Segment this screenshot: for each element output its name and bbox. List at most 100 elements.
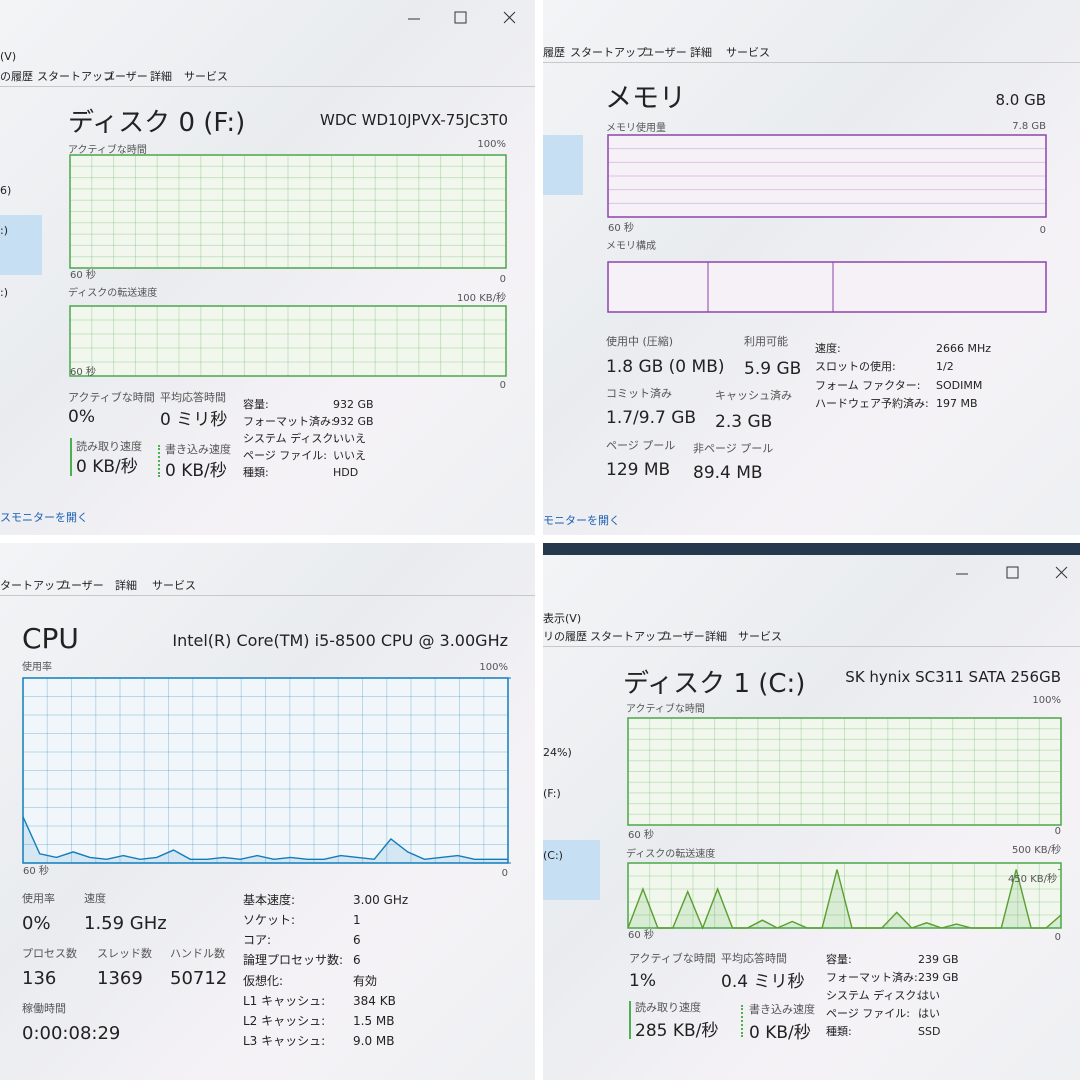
sidebar-item[interactable]: 6) [0,183,12,197]
disk1-panel: 表示(V) リの履歴 スタートアップ ユーザー 詳細 サービス 24%) (F:) (C:) ディ… [543,543,1080,1080]
write-indicator [741,1005,745,1037]
property-value: SODIMM [936,378,983,392]
stat-label: 使用中 (圧縮) [606,334,674,348]
label: 60 秒 [70,366,96,378]
property-label: 基本速度: [243,892,296,907]
stat-value: 1% [629,970,656,991]
window-controls [408,11,516,24]
stat-label: 非ページ プール [693,441,774,455]
property-label: ソケット: [243,913,296,927]
tab[interactable]: リの履歴 [543,629,587,643]
tab[interactable]: サービス [152,578,196,592]
stat-value: 1369 [97,967,143,989]
label: 60 秒 [70,269,96,281]
stat-label: アクティブな時間 [68,390,155,404]
y-tick-label: 100% [479,661,508,673]
stat-label: 読み取り速度 [635,1000,701,1014]
property-value: 239 GB [918,970,959,984]
tab[interactable]: サービス [738,629,782,643]
stat-value: 0 ミリ秒 [160,409,228,430]
link[interactable]: モニターを開く [543,513,620,527]
property-label: スロットの使用: [815,360,896,374]
graph-background [608,262,1046,312]
tab[interactable]: ユーザー [661,629,705,643]
stat-label: プロセス数 [22,946,77,960]
stat-value: 0 KB/秒 [749,1022,811,1043]
tab[interactable]: 詳細 [150,69,172,83]
label: 60 秒 [608,222,634,234]
tab[interactable]: 履歴 [543,45,565,59]
property-label: L1 キャッシュ: [243,993,326,1008]
property-value: SSD [918,1024,941,1038]
link[interactable]: スモニターを開く [0,510,88,524]
tab[interactable]: ユーザー [104,69,148,83]
property-value: 932 GB [333,397,374,411]
y-tick-label: 0 [501,867,508,879]
graph-border [69,154,507,269]
label: メモリ使用量 [606,122,666,134]
label: 7.8 GB [1012,120,1046,132]
menu[interactable]: (V) [0,49,17,63]
tab[interactable]: スタートアップ [37,69,114,83]
property-label: ページ ファイル: [243,448,327,462]
property-label: L2 キャッシュ: [243,1014,326,1028]
sidebar-item[interactable]: :) [0,285,8,299]
stat-value: 1.59 GHz [84,912,167,934]
stat-label: 書き込み速度 [749,1002,815,1016]
label: 60 秒 [628,929,654,941]
sidebar-item[interactable]: (C:) [543,848,563,862]
graph-background [608,135,1046,217]
stat-value: 129 MB [606,459,671,480]
stat-label: 平均応答時間 [721,951,787,965]
property-value: 9.0 MB [353,1034,395,1049]
label: 60 秒 [628,829,654,841]
graph-border [627,717,1062,826]
tab[interactable]: タートアップ [0,578,66,592]
stat-value: 0:00:08:29 [22,1022,121,1044]
property-label: ページ ファイル: [826,1006,910,1020]
tab-bar [543,626,1080,647]
graph-background [628,718,1061,825]
tab[interactable]: 詳細 [115,578,137,592]
tab[interactable]: の履歴 [0,69,33,83]
tab[interactable]: ユーザー [643,45,687,59]
property-label: 容量: [826,952,852,966]
stat-label: スレッド数 [97,946,152,960]
stat-value: 0 KB/秒 [165,460,227,481]
stat-value: 1.7/9.7 GB [606,407,697,428]
stat-value: 0 KB/秒 [76,456,138,477]
tab[interactable]: サービス [184,69,228,83]
tab[interactable]: スタートアップ [570,45,647,59]
tab[interactable]: 詳細 [690,45,712,59]
property-label: 種類: [826,1024,852,1038]
device-model: WDC WD10JPVX-75JC3T0 [320,111,508,130]
label: アクティブな時間 [68,144,147,156]
stat-value: 2.3 GB [715,411,773,432]
label: ディスクの転送速度 [626,848,716,860]
stat-label: 平均応答時間 [160,390,226,404]
property-label: ハードウェア予約済み: [815,397,929,411]
label: 0 [499,273,506,285]
sidebar-item[interactable]: 24%) [543,745,572,759]
property-value: 197 MB [936,397,978,411]
sidebar-item[interactable]: :) [0,223,8,237]
property-label: 論理プロセッサ数: [243,953,344,968]
tab-bar [543,42,1080,63]
graph-border [22,677,509,864]
label: 60 秒 [23,865,49,877]
stat-label: コミット済み [606,386,672,400]
property-label: 種類: [243,465,269,479]
series-line [627,869,1062,930]
menu[interactable]: 表示(V) [543,611,582,625]
graph [627,717,1062,826]
label: 0 [1039,224,1046,236]
window-edge [543,543,1080,555]
write-indicator [158,445,162,477]
sidebar-item[interactable]: (F:) [543,786,561,800]
tab[interactable]: サービス [726,45,770,59]
tab[interactable]: 詳細 [705,629,727,643]
stat-label: ハンドル数 [170,946,225,960]
property-value: いいえ [333,448,366,462]
tab[interactable]: スタートアップ [590,629,667,643]
tab[interactable]: ユーザー [60,578,104,592]
